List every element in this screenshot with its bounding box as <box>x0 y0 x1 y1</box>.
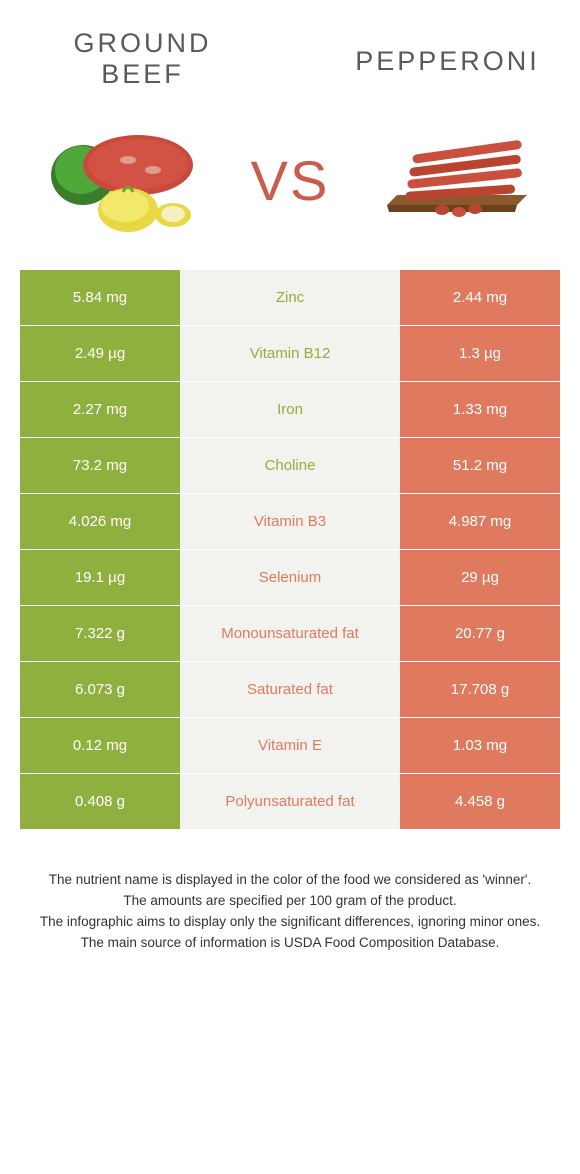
left-food-title: GROUND BEEF <box>20 28 295 90</box>
left-value: 7.322 g <box>20 606 180 661</box>
footnote-line: The main source of information is USDA F… <box>30 933 550 954</box>
footnote-line: The infographic aims to display only the… <box>30 912 550 933</box>
nutrient-label: Vitamin E <box>180 718 400 773</box>
right-value: 4.458 g <box>400 774 560 829</box>
footnote-line: The amounts are specified per 100 gram o… <box>30 891 550 912</box>
nutrient-label: Vitamin B12 <box>180 326 400 381</box>
table-row: 2.49 µgVitamin B121.3 µg <box>20 326 560 382</box>
nutrient-label: Iron <box>180 382 400 437</box>
left-value: 6.073 g <box>20 662 180 717</box>
right-value: 4.987 mg <box>400 494 560 549</box>
table-row: 19.1 µgSelenium29 µg <box>20 550 560 606</box>
right-value: 1.03 mg <box>400 718 560 773</box>
left-value: 2.27 mg <box>20 382 180 437</box>
left-value: 5.84 mg <box>20 270 180 325</box>
footnotes: The nutrient name is displayed in the co… <box>0 830 580 984</box>
nutrient-label: Selenium <box>180 550 400 605</box>
table-row: 0.408 gPolyunsaturated fat4.458 g <box>20 774 560 830</box>
table-row: 4.026 mgVitamin B34.987 mg <box>20 494 560 550</box>
table-row: 6.073 gSaturated fat17.708 g <box>20 662 560 718</box>
right-food-image <box>347 120 556 240</box>
right-value: 29 µg <box>400 550 560 605</box>
right-value: 17.708 g <box>400 662 560 717</box>
right-value: 51.2 mg <box>400 438 560 493</box>
right-value: 20.77 g <box>400 606 560 661</box>
right-value: 2.44 mg <box>400 270 560 325</box>
left-value: 19.1 µg <box>20 550 180 605</box>
images-row: VS <box>0 100 580 270</box>
nutrient-label: Choline <box>180 438 400 493</box>
nutrient-label: Vitamin B3 <box>180 494 400 549</box>
table-row: 2.27 mgIron1.33 mg <box>20 382 560 438</box>
table-row: 5.84 mgZinc2.44 mg <box>20 270 560 326</box>
header-row: GROUND BEEF PEPPERONI <box>0 0 580 100</box>
left-value: 4.026 mg <box>20 494 180 549</box>
table-row: 0.12 mgVitamin E1.03 mg <box>20 718 560 774</box>
nutrient-label: Saturated fat <box>180 662 400 717</box>
right-value: 1.33 mg <box>400 382 560 437</box>
nutrient-label: Polyunsaturated fat <box>180 774 400 829</box>
nutrient-label: Monounsaturated fat <box>180 606 400 661</box>
right-food-title: PEPPERONI <box>295 28 560 77</box>
left-food-image <box>24 120 233 240</box>
footnote-line: The nutrient name is displayed in the co… <box>30 870 550 891</box>
left-value: 2.49 µg <box>20 326 180 381</box>
right-value: 1.3 µg <box>400 326 560 381</box>
left-value: 0.12 mg <box>20 718 180 773</box>
left-value: 73.2 mg <box>20 438 180 493</box>
table-row: 73.2 mgCholine51.2 mg <box>20 438 560 494</box>
nutrient-table: 5.84 mgZinc2.44 mg2.49 µgVitamin B121.3 … <box>20 270 560 830</box>
table-row: 7.322 gMonounsaturated fat20.77 g <box>20 606 560 662</box>
vs-label: VS <box>243 148 338 213</box>
left-value: 0.408 g <box>20 774 180 829</box>
nutrient-label: Zinc <box>180 270 400 325</box>
